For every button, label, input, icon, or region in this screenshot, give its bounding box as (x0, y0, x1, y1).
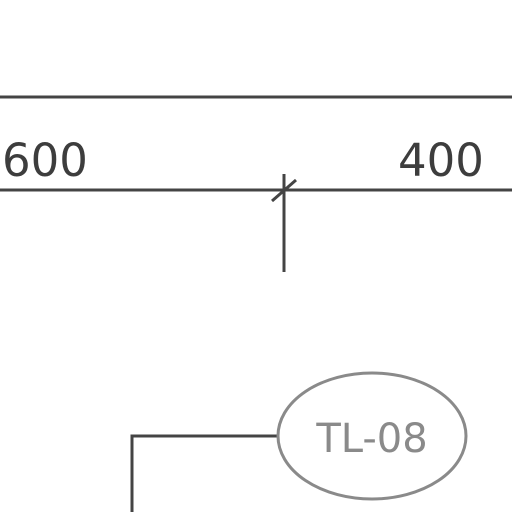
tag-label: TL-08 (315, 416, 427, 462)
tag-leader-line (130, 434, 278, 512)
dimension-left-value: 600 (2, 134, 88, 187)
tag-ellipse (276, 371, 468, 501)
dimension-right-value: 400 (398, 134, 484, 187)
dimension-tick-mark (271, 178, 297, 203)
